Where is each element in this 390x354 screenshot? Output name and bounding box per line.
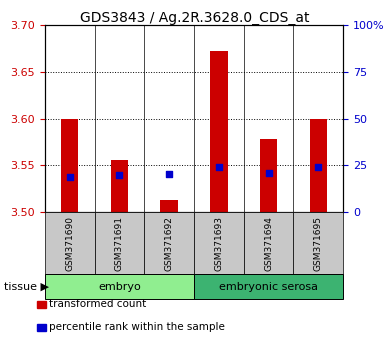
Bar (210, 51, 228, 212)
Text: transformed count: transformed count (49, 299, 146, 309)
Text: GSM371695: GSM371695 (314, 216, 323, 271)
Text: GSM371692: GSM371692 (165, 216, 174, 271)
Text: embryo: embryo (98, 282, 141, 292)
Bar (260, 139, 277, 212)
Point (266, 170, 272, 176)
Text: GSM371691: GSM371691 (115, 216, 124, 271)
Text: GSM371693: GSM371693 (215, 216, 223, 271)
Point (67, 174, 73, 179)
Text: embryonic serosa: embryonic serosa (219, 282, 318, 292)
Bar (61, 119, 78, 212)
Point (315, 165, 321, 170)
Text: tissue ▶: tissue ▶ (4, 282, 49, 292)
Text: GSM371694: GSM371694 (264, 216, 273, 271)
Text: percentile rank within the sample: percentile rank within the sample (49, 322, 225, 332)
Point (216, 165, 222, 170)
Text: GSM371690: GSM371690 (65, 216, 74, 271)
Point (116, 172, 122, 178)
Point (166, 171, 172, 177)
Bar (160, 200, 178, 212)
Bar (111, 160, 128, 212)
Text: GDS3843 / Ag.2R.3628.0_CDS_at: GDS3843 / Ag.2R.3628.0_CDS_at (80, 11, 310, 25)
Bar (310, 119, 327, 212)
